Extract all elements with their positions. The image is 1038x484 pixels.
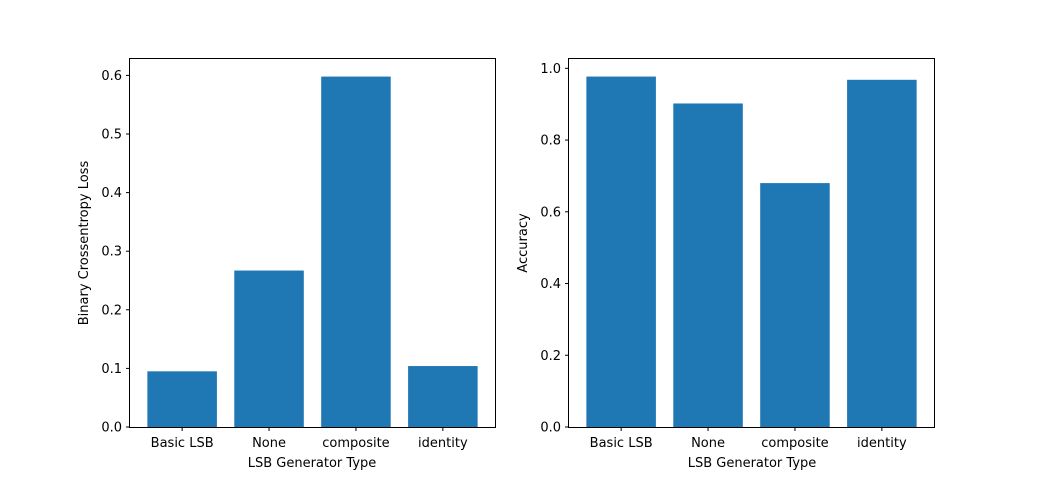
left-chart-y-ticks: 0.0 0.1 0.2 0.3 0.4 0.5 0.6 xyxy=(101,69,130,436)
right-chart-y-tick-label: 0.8 xyxy=(540,134,561,149)
left-chart-bar-identity xyxy=(408,366,478,427)
left-chart-x-tick-label: composite xyxy=(322,436,389,451)
left-chart-x-tick-label: Basic LSB xyxy=(151,436,214,451)
right-chart-y-axis-label: Accuracy xyxy=(516,213,531,273)
right-chart-y-tick-label: 0.4 xyxy=(540,277,561,292)
left-chart-bar-none xyxy=(234,270,304,427)
left-chart-x-axis-label: LSB Generator Type xyxy=(248,456,377,471)
left-chart-y-tick-label: 0.1 xyxy=(101,362,122,377)
left-chart-x-ticks: Basic LSB None composite identity xyxy=(151,427,468,451)
left-chart-y-tick-label: 0.0 xyxy=(101,421,122,436)
right-chart-x-tick-label: Basic LSB xyxy=(590,436,653,451)
left-chart-y-tick-label: 0.3 xyxy=(101,245,122,260)
left-chart-y-axis-label: Binary Crossentropy Loss xyxy=(77,161,92,326)
left-chart-bars xyxy=(147,76,478,427)
left-chart-panel: 0.0 0.1 0.2 0.3 0.4 0.5 0.6 Basic LSB None compo… xyxy=(77,58,496,471)
right-chart-y-tick-label: 0.6 xyxy=(540,205,561,220)
right-chart-x-axis-label: LSB Generator Type xyxy=(688,456,817,471)
right-chart-x-ticks: Basic LSB None composite identity xyxy=(590,427,907,451)
right-chart-y-tick-label: 1.0 xyxy=(540,62,561,77)
right-chart-x-tick-label: None xyxy=(691,436,725,451)
right-chart-bar-none xyxy=(673,103,743,427)
right-chart-y-ticks: 0.0 0.2 0.4 0.6 0.8 1.0 xyxy=(540,62,569,436)
right-chart-panel: 0.0 0.2 0.4 0.6 0.8 1.0 Basic LSB None composit… xyxy=(516,58,935,471)
right-chart-y-tick-label: 0.0 xyxy=(540,421,561,436)
right-chart-x-tick-label: identity xyxy=(857,436,907,451)
right-chart-y-tick-label: 0.2 xyxy=(540,349,561,364)
left-chart-x-tick-label: None xyxy=(252,436,286,451)
right-chart-bar-basic-lsb xyxy=(586,76,656,428)
right-chart-x-tick-label: composite xyxy=(761,436,828,451)
left-chart-bar-composite xyxy=(321,76,391,427)
left-chart-y-tick-label: 0.4 xyxy=(101,186,122,201)
left-chart-y-tick-label: 0.2 xyxy=(101,303,122,318)
left-chart-frame xyxy=(129,58,496,428)
left-chart-y-tick-label: 0.5 xyxy=(101,128,122,143)
left-chart-y-tick-label: 0.6 xyxy=(101,69,122,84)
right-chart-frame xyxy=(568,58,935,428)
right-chart-bars xyxy=(586,76,917,428)
right-chart-bar-identity xyxy=(847,79,917,428)
right-chart-bar-composite xyxy=(760,183,830,427)
left-chart-x-tick-label: identity xyxy=(418,436,468,451)
left-chart-bar-basic-lsb xyxy=(147,371,217,427)
